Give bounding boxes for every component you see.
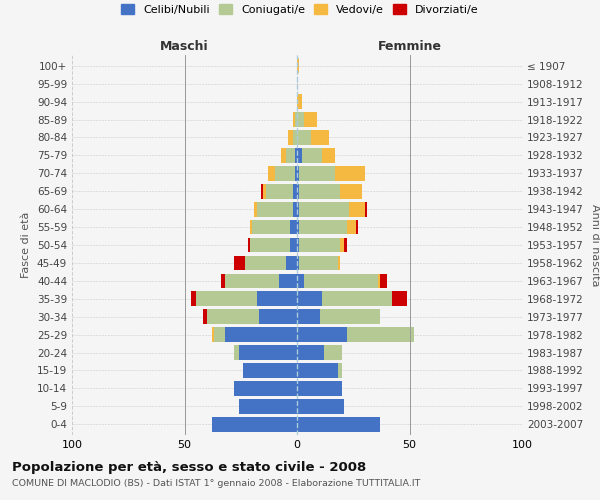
Bar	[290, 220, 297, 234]
Bar	[250, 220, 252, 234]
Bar	[344, 238, 347, 252]
Bar	[365, 202, 367, 216]
Bar	[297, 202, 299, 216]
Bar	[295, 112, 297, 127]
Text: Maschi: Maschi	[160, 40, 209, 53]
Bar	[288, 130, 293, 145]
Bar	[378, 274, 380, 288]
Bar	[297, 399, 344, 413]
Bar	[320, 310, 380, 324]
Y-axis label: Anni di nascita: Anni di nascita	[590, 204, 600, 286]
Bar	[299, 166, 335, 180]
Bar	[297, 381, 342, 396]
Bar	[207, 310, 259, 324]
Bar	[254, 202, 257, 216]
Bar	[239, 345, 297, 360]
Bar	[297, 130, 311, 145]
Bar	[297, 166, 299, 180]
Bar	[191, 292, 196, 306]
Bar	[234, 381, 297, 396]
Bar	[257, 292, 297, 306]
Bar	[337, 256, 340, 270]
Bar	[265, 184, 293, 198]
Bar	[203, 310, 207, 324]
Bar	[239, 399, 297, 413]
Bar	[293, 112, 295, 127]
Bar	[299, 256, 337, 270]
Bar	[304, 112, 317, 127]
Bar	[297, 292, 322, 306]
Text: Femmine: Femmine	[377, 40, 442, 53]
Bar	[340, 238, 344, 252]
Bar	[212, 328, 214, 342]
Bar	[297, 363, 337, 378]
Bar	[297, 58, 299, 73]
Bar	[380, 274, 387, 288]
Bar	[297, 94, 302, 109]
Bar	[261, 184, 263, 198]
Bar	[295, 148, 297, 162]
Bar	[257, 202, 293, 216]
Bar	[347, 220, 355, 234]
Bar	[337, 363, 342, 378]
Bar	[297, 328, 347, 342]
Bar	[297, 148, 302, 162]
Bar	[297, 238, 299, 252]
Bar	[225, 328, 297, 342]
Text: COMUNE DI MACLODIO (BS) - Dati ISTAT 1° gennaio 2008 - Elaborazione TUTTITALIA.I: COMUNE DI MACLODIO (BS) - Dati ISTAT 1° …	[12, 479, 421, 488]
Bar	[212, 417, 297, 432]
Bar	[221, 274, 225, 288]
Bar	[234, 256, 245, 270]
Bar	[234, 345, 239, 360]
Legend: Celibi/Nubili, Coniugati/e, Vedovi/e, Divorziati/e: Celibi/Nubili, Coniugati/e, Vedovi/e, Di…	[118, 0, 482, 18]
Bar	[347, 328, 414, 342]
Bar	[268, 166, 275, 180]
Y-axis label: Fasce di età: Fasce di età	[22, 212, 31, 278]
Bar	[275, 166, 295, 180]
Bar	[299, 202, 349, 216]
Bar	[297, 345, 324, 360]
Bar	[322, 148, 335, 162]
Bar	[340, 184, 362, 198]
Bar	[297, 112, 304, 127]
Bar	[335, 166, 365, 180]
Bar	[225, 274, 279, 288]
Bar	[299, 238, 340, 252]
Bar	[243, 363, 297, 378]
Bar	[286, 148, 295, 162]
Bar	[355, 220, 358, 234]
Bar	[290, 238, 297, 252]
Bar	[311, 130, 329, 145]
Bar	[250, 238, 290, 252]
Bar	[349, 202, 365, 216]
Bar	[196, 292, 257, 306]
Bar	[297, 417, 380, 432]
Bar	[297, 220, 299, 234]
Bar	[252, 220, 290, 234]
Bar	[279, 274, 297, 288]
Bar	[286, 256, 297, 270]
Bar	[263, 184, 265, 198]
Bar	[295, 166, 297, 180]
Bar	[304, 274, 378, 288]
Bar	[299, 220, 347, 234]
Bar	[297, 310, 320, 324]
Bar	[322, 292, 392, 306]
Bar	[297, 256, 299, 270]
Bar	[302, 148, 322, 162]
Bar	[297, 274, 304, 288]
Bar	[281, 148, 286, 162]
Bar	[293, 202, 297, 216]
Bar	[392, 292, 407, 306]
Bar	[214, 328, 225, 342]
Bar	[245, 256, 286, 270]
Bar	[293, 130, 297, 145]
Bar	[293, 184, 297, 198]
Bar	[259, 310, 297, 324]
Bar	[299, 184, 340, 198]
Bar	[297, 184, 299, 198]
Bar	[324, 345, 342, 360]
Text: Popolazione per età, sesso e stato civile - 2008: Popolazione per età, sesso e stato civil…	[12, 462, 366, 474]
Bar	[248, 238, 250, 252]
